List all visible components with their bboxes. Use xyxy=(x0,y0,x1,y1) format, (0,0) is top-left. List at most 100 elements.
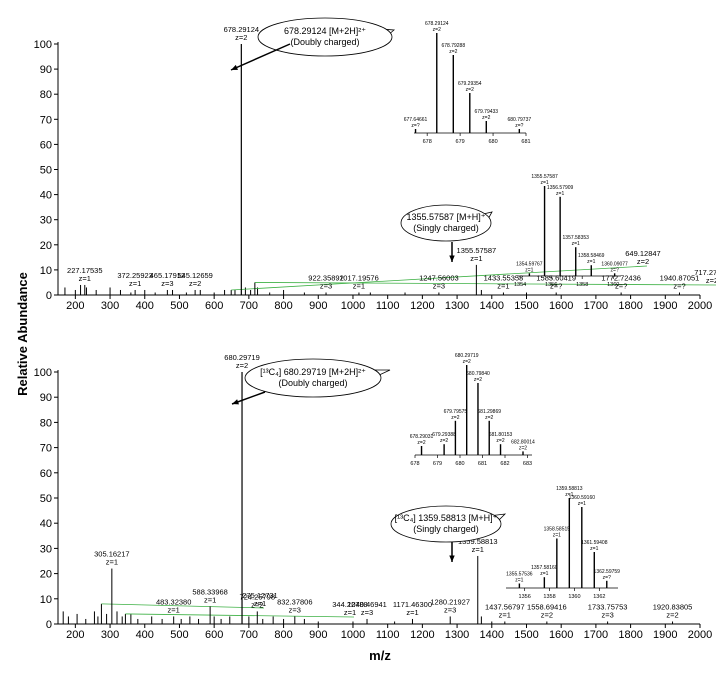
inset-peak-mz-label: 679.79575 xyxy=(444,409,468,415)
y-tick-label: 70 xyxy=(40,114,52,126)
peak-charge-label: z=1 xyxy=(106,558,118,567)
peak-mz-label: 1940.87051 xyxy=(660,273,700,282)
peak-mz-label: 1558.69416 xyxy=(527,602,567,611)
inset-peak-mz-label: 1362.59759 xyxy=(594,569,621,575)
inset-peak-charge-label: z=2 xyxy=(482,115,490,121)
x-tick-label: 1600 xyxy=(549,300,573,312)
x-tick-label: 400 xyxy=(136,629,154,641)
inset-tick-label: 680 xyxy=(488,139,497,145)
inset-peak-mz-label: 1361.59408 xyxy=(581,540,608,546)
inset-peak-charge-label: z=1 xyxy=(540,180,548,186)
peak-mz-label: 1247.56003 xyxy=(419,273,459,282)
inset-peak-charge-label: z=? xyxy=(611,267,619,273)
peak-charge-label: z=3 xyxy=(161,279,173,288)
inset-peak-mz-label: 1355.57587 xyxy=(531,174,558,180)
y-tick-label: 40 xyxy=(40,518,52,530)
inset-peak-charge-label: z=2 xyxy=(519,445,527,451)
inset-peak-mz-label: 681.29869 xyxy=(477,409,501,415)
inset-peak-mz-label: 1360.59160 xyxy=(569,495,596,501)
inset-peak-mz-label: 678.79288 xyxy=(441,43,465,49)
inset-peak-charge-label: z=? xyxy=(411,123,419,129)
peak-mz-label: 717.27954 xyxy=(694,268,716,277)
callout-text: (Doubly charged) xyxy=(290,37,359,47)
peak-charge-label: z=1 xyxy=(353,281,365,290)
callout-text: [¹³C₄] 680.29719 [M+2H]²⁺ xyxy=(260,367,366,377)
inset-peak-mz-label: 679.79433 xyxy=(474,109,498,115)
peak-charge-label: z=3 xyxy=(361,608,373,617)
inset-tick-label: 1356 xyxy=(545,282,557,288)
peak-charge-label: z=1 xyxy=(168,605,180,614)
inset-peak-mz-label: 679.29354 xyxy=(458,81,482,87)
inset-tick-label: 682 xyxy=(500,461,509,467)
peak-mz-label: 1437.56797 xyxy=(485,602,525,611)
y-tick-label: 60 xyxy=(40,468,52,480)
peak-charge-label: z=1 xyxy=(406,608,418,617)
x-tick-label: 1300 xyxy=(445,300,469,312)
callout-text: (Singly charged) xyxy=(413,223,479,233)
peak-mz-label: 680.29719 xyxy=(224,353,259,362)
y-tick-label: 90 xyxy=(40,392,52,404)
peak-charge-label: z=? xyxy=(550,281,562,290)
callout-bubble xyxy=(244,358,382,398)
x-tick-label: 2000 xyxy=(688,629,712,641)
peak-mz-label: 678.29124 xyxy=(224,25,259,34)
y-tick-label: 90 xyxy=(40,64,52,76)
inset-tick-label: 683 xyxy=(523,461,532,467)
callout-bubble xyxy=(400,204,492,242)
x-tick-label: 300 xyxy=(101,629,119,641)
peak-mz-label: 372.25923 xyxy=(117,271,152,280)
inset-peak-charge-label: z=1 xyxy=(525,267,533,273)
peak-charge-label: z=2 xyxy=(541,610,553,619)
callout-text: 678.29124 [M+2H]²⁺ xyxy=(284,26,366,36)
x-tick-label: 200 xyxy=(66,300,84,312)
peak-label-leader xyxy=(125,613,355,618)
peak-mz-label: 465.17912 xyxy=(150,271,185,280)
y-tick-label: 100 xyxy=(34,367,52,379)
inset-peak-mz-label: 679.29388 xyxy=(432,432,456,438)
peak-charge-label: z=1 xyxy=(472,545,484,554)
peak-charge-label: z=1 xyxy=(470,254,482,263)
callout-bubble xyxy=(257,17,393,57)
x-tick-label: 1900 xyxy=(653,300,677,312)
x-tick-label: 200 xyxy=(66,629,84,641)
x-tick-label: 600 xyxy=(205,629,223,641)
y-tick-label: 0 xyxy=(46,619,52,631)
inset-peak-charge-label: z=1 xyxy=(553,533,561,539)
x-tick-label: 1400 xyxy=(480,629,504,641)
peak-charge-label: z=2 xyxy=(706,276,716,285)
peak-charge-label: z=2 xyxy=(236,361,248,370)
peak-mz-label: 545.12659 xyxy=(177,271,212,280)
inset-peak-charge-label: z=1 xyxy=(572,241,580,247)
y-tick-label: 40 xyxy=(40,190,52,202)
peak-charge-label: z=1 xyxy=(129,279,141,288)
peak-mz-label: 305.16217 xyxy=(94,550,129,559)
peak-label-leader xyxy=(101,603,265,609)
callout-bubble xyxy=(390,505,502,543)
inset-peak-charge-label: z=2 xyxy=(466,87,474,93)
peak-mz-label: 344.22788 xyxy=(332,600,367,609)
peak-charge-label: z=3 xyxy=(320,281,332,290)
peak-mz-label: 1920.83805 xyxy=(653,602,693,611)
x-tick-label: 1800 xyxy=(618,300,642,312)
peak-mz-label: 1772.72436 xyxy=(601,273,641,282)
callout-text: [¹³C₄] 1359.58813 [M+H]⁺ xyxy=(395,513,498,523)
x-tick-label: 1100 xyxy=(376,300,400,312)
x-tick-label: 900 xyxy=(309,300,327,312)
inset-peak-mz-label: 1358.58469 xyxy=(578,253,605,259)
peak-mz-label: 649.12847 xyxy=(625,249,660,258)
inset-peak-mz-label: 1356.57909 xyxy=(547,185,574,191)
x-tick-label: 1400 xyxy=(480,300,504,312)
peak-label-leader xyxy=(254,282,716,286)
peak-charge-label: z=? xyxy=(673,281,685,290)
inset-peak-charge-label: z=1 xyxy=(587,259,595,265)
inset-peak-charge-label: z=2 xyxy=(463,359,471,365)
peak-mz-label: 1585.60419 xyxy=(536,273,576,282)
peak-mz-label: 832.37806 xyxy=(277,597,312,606)
inset-peak-mz-label: 1358.58515 xyxy=(544,527,571,533)
x-tick-label: 1600 xyxy=(549,629,573,641)
y-tick-label: 20 xyxy=(40,569,52,581)
inset-peak-charge-label: z=1 xyxy=(578,501,586,507)
peak-mz-label: 724.25798 xyxy=(240,592,275,601)
peak-charge-label: z=3 xyxy=(289,605,301,614)
inset-peak-charge-label: z=1 xyxy=(515,578,523,584)
